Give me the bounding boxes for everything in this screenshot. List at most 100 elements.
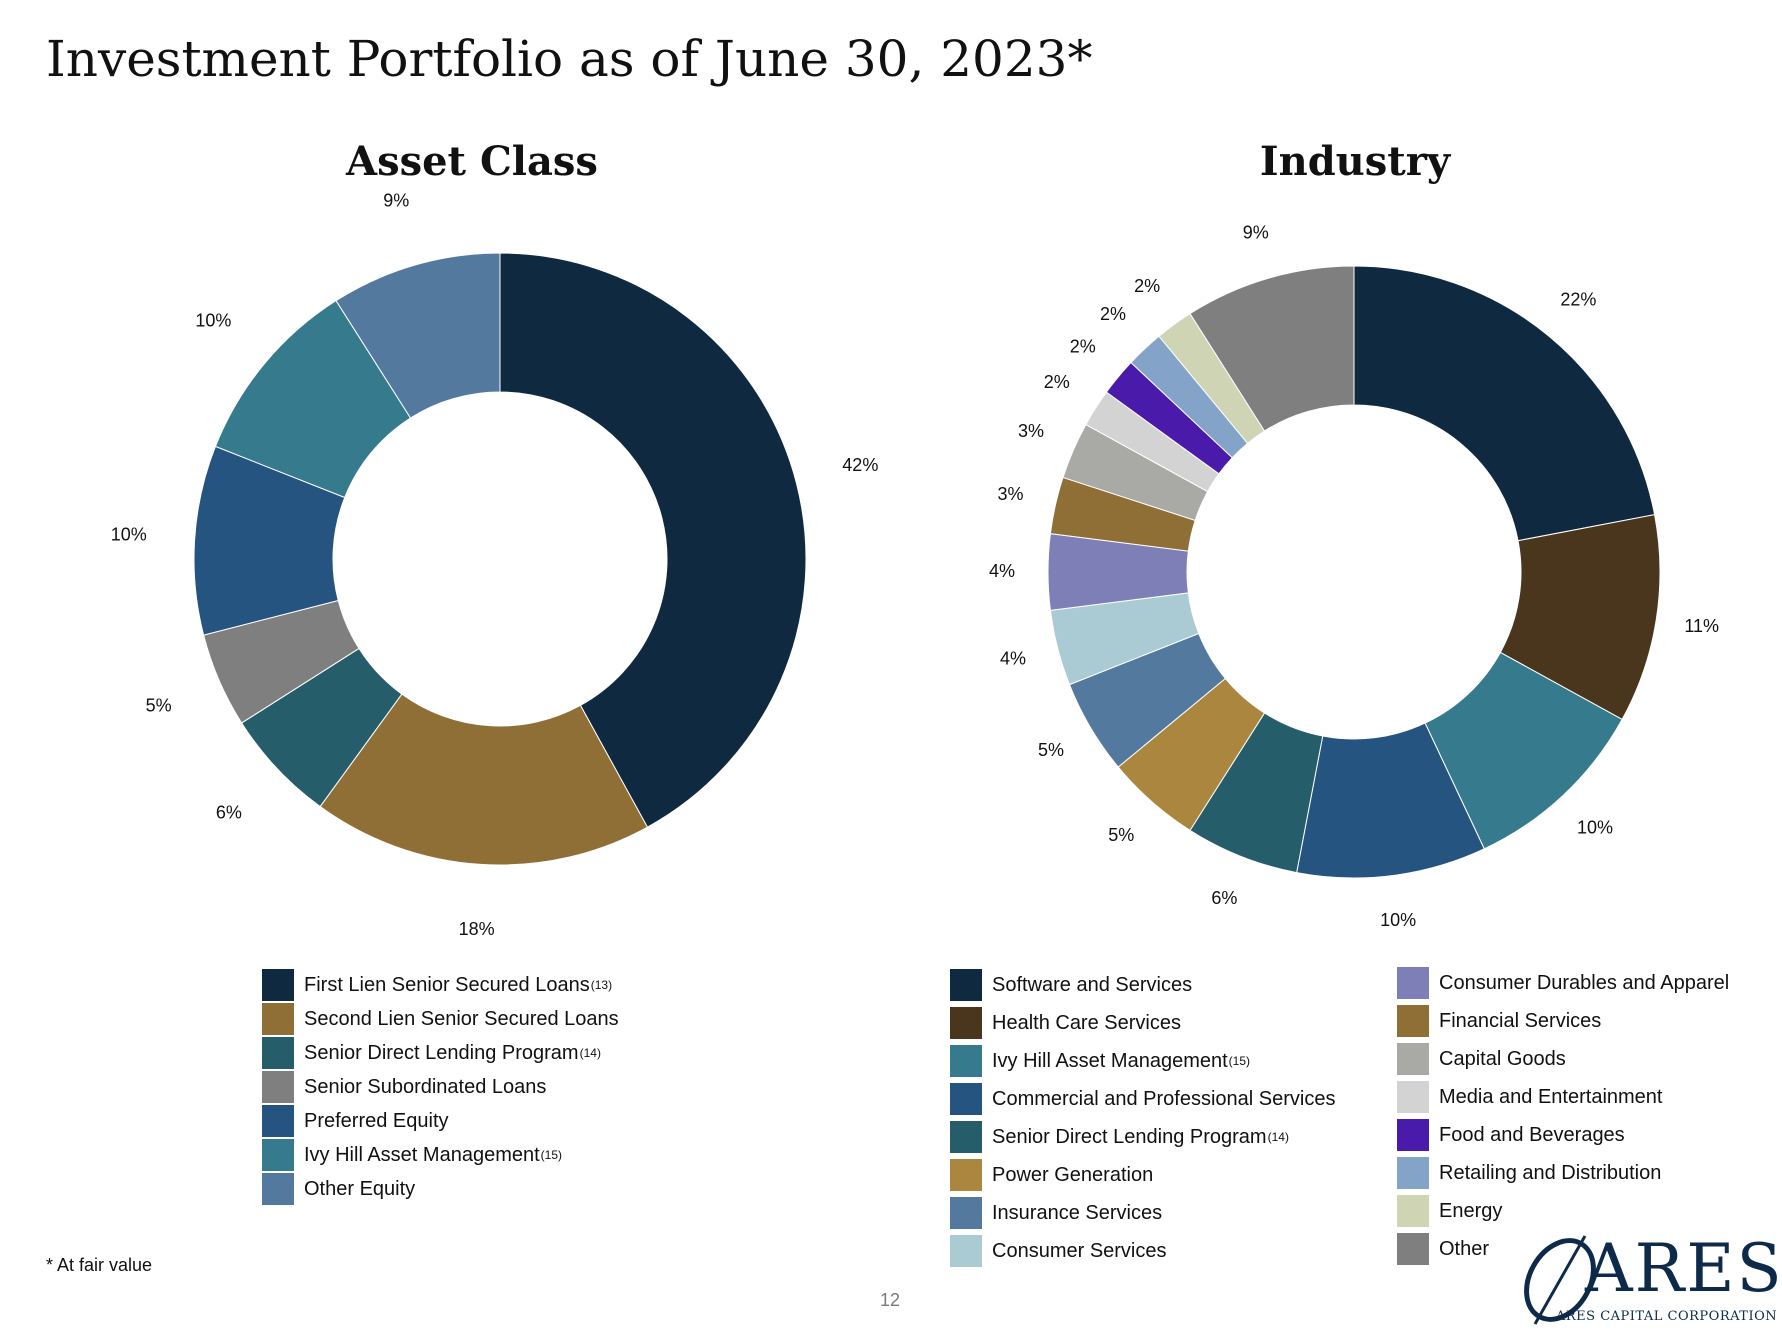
legend-item: Senior Subordinated Loans (262, 1070, 619, 1104)
legend-label: First Lien Senior Secured Loans (304, 973, 590, 996)
legend-swatch (950, 1045, 982, 1077)
slice-value-label: 2% (1100, 304, 1126, 324)
legend-item: Commercial and Professional Services (950, 1080, 1335, 1118)
legend-swatch (262, 1173, 294, 1205)
legend-swatch (950, 1197, 982, 1229)
legend-label: Power Generation (992, 1163, 1154, 1186)
legend-label: Health Care Services (992, 1011, 1181, 1034)
legend-label: Other (1439, 1237, 1490, 1260)
legend-label: Second Lien Senior Secured Loans (304, 1007, 619, 1030)
legend-label: Ivy Hill Asset Management (992, 1049, 1228, 1072)
logo-subtitle: ARES CAPITAL CORPORATION (1556, 1309, 1778, 1324)
legend-item: Capital Goods (1397, 1040, 1729, 1078)
slice-value-label: 9% (1243, 223, 1269, 243)
legend-item: Energy (1397, 1192, 1729, 1230)
legend-item: Media and Entertainment (1397, 1078, 1729, 1116)
legend-label: Ivy Hill Asset Management (304, 1143, 540, 1166)
industry-legend-column-1: Software and Services Health Care Service… (950, 966, 1335, 1270)
donut-slice (335, 252, 501, 419)
slice-value-label: 18% (459, 919, 495, 939)
slice-value-label: 10% (195, 311, 231, 331)
slice-value-label: 42% (842, 455, 878, 475)
legend-swatch (1397, 1005, 1429, 1037)
legend-swatch (262, 1003, 294, 1035)
legend-label: Preferred Equity (304, 1109, 449, 1132)
asset-class-legend: First Lien Senior Secured Loans (13) Secon… (262, 968, 619, 1206)
legend-swatch (950, 969, 982, 1001)
legend-swatch (262, 969, 294, 1001)
legend-swatch (262, 1139, 294, 1171)
industry-legend-column-2: Consumer Durables and Apparel Financial S… (1397, 964, 1729, 1268)
legend-item: Food and Beverages (1397, 1116, 1729, 1154)
legend-footnote-ref: (13) (590, 978, 613, 992)
slice-value-label: 4% (1000, 648, 1026, 668)
slice-value-label: 22% (1560, 290, 1596, 310)
slice-value-label: 6% (216, 802, 242, 822)
page-title: Investment Portfolio as of June 30, 2023… (46, 30, 1093, 88)
legend-label: Software and Services (992, 973, 1193, 996)
legend-swatch (1397, 1081, 1429, 1113)
slice-value-label: 5% (1108, 825, 1134, 845)
legend-swatch (262, 1071, 294, 1103)
legend-swatch (1397, 1157, 1429, 1189)
slice-value-label: 6% (1211, 888, 1237, 908)
legend-item: Retailing and Distribution (1397, 1154, 1729, 1192)
slice-value-label: 2% (1134, 276, 1160, 296)
slice-value-label: 2% (1044, 372, 1070, 392)
legend-item: Power Generation (950, 1156, 1335, 1194)
legend-item: Health Care Services (950, 1004, 1335, 1042)
legend-label: Financial Services (1439, 1009, 1602, 1032)
legend-item: Consumer Durables and Apparel (1397, 964, 1729, 1002)
legend-swatch (1397, 1195, 1429, 1227)
legend-label: Capital Goods (1439, 1047, 1566, 1070)
legend-label: Senior Subordinated Loans (304, 1075, 547, 1098)
legend-label: Consumer Services (992, 1239, 1167, 1262)
legend-footnote-ref: (15) (1228, 1054, 1250, 1068)
donut-slice (1353, 265, 1656, 542)
legend-item: Consumer Services (950, 1232, 1335, 1270)
slice-value-label: 2% (1070, 336, 1096, 356)
legend-swatch (1397, 967, 1429, 999)
legend-swatch (950, 1235, 982, 1267)
legend-item: Other (1397, 1230, 1729, 1268)
asset-class-donut: 42% 18% 6% 5% 10% 10% 9% (111, 191, 879, 939)
legend-item: Second Lien Senior Secured Loans (262, 1002, 619, 1036)
legend-swatch (950, 1007, 982, 1039)
legend-label: Other Equity (304, 1177, 416, 1200)
legend-item: First Lien Senior Secured Loans (13) (262, 968, 619, 1002)
donut-slice (499, 252, 807, 828)
footnote: * At fair value (46, 1255, 153, 1275)
slice-value-label: 10% (111, 524, 147, 544)
legend-item: Ivy Hill Asset Management (15) (950, 1042, 1335, 1080)
legend-swatch (950, 1083, 982, 1115)
legend-swatch (1397, 1233, 1429, 1265)
slice-value-label: 10% (1577, 817, 1613, 837)
legend-swatch (1397, 1119, 1429, 1151)
legend-label: Insurance Services (992, 1201, 1163, 1224)
legend-item: Other Equity (262, 1172, 619, 1206)
slice-value-label: 3% (1018, 421, 1044, 441)
legend-swatch (950, 1159, 982, 1191)
legend-footnote-ref: (14) (579, 1046, 601, 1060)
industry-donut: 22%11%10%10%6%5%5%4%4%3%3%2%2%2%2%9% (989, 223, 1719, 930)
legend-label: Senior Direct Lending Program (304, 1041, 579, 1064)
legend-footnote-ref: (14) (1267, 1130, 1289, 1144)
legend-label: Energy (1439, 1199, 1503, 1222)
legend-label: Commercial and Professional Services (992, 1087, 1336, 1110)
legend-label: Senior Direct Lending Program (992, 1125, 1267, 1148)
slice-value-label: 5% (146, 695, 172, 715)
slice-value-label: 5% (1038, 740, 1064, 760)
slice-value-label: 11% (1684, 616, 1719, 636)
slice-value-label: 9% (383, 191, 409, 211)
asset-class-chart-title: Asset Class (346, 138, 598, 185)
legend-item: Ivy Hill Asset Management (15) (262, 1138, 619, 1172)
donut-slice (1189, 265, 1355, 432)
legend-item: Senior Direct Lending Program (14) (950, 1118, 1335, 1156)
legend-item: Senior Direct Lending Program (14) (262, 1036, 619, 1070)
legend-swatch (1397, 1043, 1429, 1075)
slice-value-label: 3% (997, 484, 1023, 504)
ares-logo-icon (1524, 1235, 1596, 1325)
legend-label: Media and Entertainment (1439, 1085, 1663, 1108)
legend-label: Consumer Durables and Apparel (1439, 971, 1730, 994)
